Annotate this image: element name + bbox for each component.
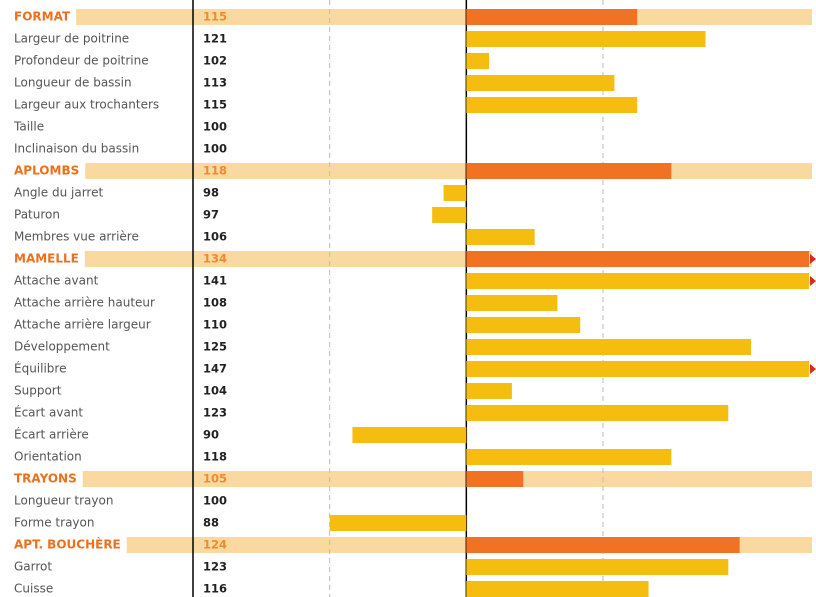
trait-value: 100 — [203, 494, 227, 508]
bar — [466, 229, 535, 245]
bar — [352, 427, 467, 443]
trait-label: Attache avant — [14, 274, 99, 288]
overflow-marker — [810, 254, 816, 264]
group-label: FORMAT — [14, 10, 71, 24]
trait-value: 97 — [203, 208, 219, 222]
trait-value: 100 — [203, 142, 227, 156]
group-label: TRAYONS — [14, 472, 77, 486]
trait-label: Support — [14, 384, 62, 398]
trait-label: Équilibre — [14, 361, 66, 376]
bar — [329, 515, 467, 531]
trait-value: 123 — [203, 406, 227, 420]
overflow-marker — [810, 276, 816, 286]
bar — [466, 163, 672, 179]
bar — [466, 449, 672, 465]
trait-label: Garrot — [14, 560, 52, 574]
group-label: APT. BOUCHÈRE — [14, 537, 121, 552]
trait-value: 121 — [203, 32, 227, 46]
trait-label: Profondeur de poitrine — [14, 54, 149, 68]
trait-label: Attache arrière largeur — [14, 318, 151, 332]
group-band — [85, 163, 812, 179]
trait-label: Attache arrière hauteur — [14, 296, 155, 310]
labels: FORMAT 115 Largeur de poitrine 121 Profondeu… — [13, 10, 816, 596]
trait-value: 108 — [203, 296, 227, 310]
trait-value: 147 — [203, 362, 227, 376]
trait-value: 98 — [203, 186, 219, 200]
bar — [466, 75, 615, 91]
trait-value: 100 — [203, 120, 227, 134]
trait-value: 116 — [203, 582, 227, 596]
group-value: 118 — [203, 164, 227, 178]
trait-label: Longueur de bassin — [14, 76, 132, 90]
group-value: 105 — [203, 472, 227, 486]
bar — [466, 31, 706, 47]
trait-value: 123 — [203, 560, 227, 574]
bar — [466, 317, 581, 333]
bar — [466, 97, 638, 113]
trait-label: Taille — [13, 120, 44, 134]
group-label: APLOMBS — [14, 164, 79, 178]
trait-label: Écart arrière — [14, 427, 89, 442]
bar — [466, 559, 729, 575]
group-band — [82, 471, 812, 487]
trait-value: 125 — [203, 340, 227, 354]
bar — [466, 471, 524, 487]
trait-value: 90 — [203, 428, 219, 442]
trait-value: 141 — [203, 274, 227, 288]
trait-value: 110 — [203, 318, 227, 332]
bar — [466, 361, 809, 377]
group-value: 124 — [203, 538, 227, 552]
trait-value: 113 — [203, 76, 227, 90]
trait-value: 106 — [203, 230, 227, 244]
bar — [466, 405, 729, 421]
trait-label: Inclinaison du bassin — [14, 142, 139, 156]
bars — [329, 9, 809, 597]
trait-label: Longueur trayon — [14, 494, 113, 508]
trait-value: 102 — [203, 54, 227, 68]
bar — [466, 383, 512, 399]
group-value: 115 — [203, 10, 227, 24]
bar — [466, 295, 558, 311]
trait-label: Orientation — [14, 450, 82, 464]
group-label: MAMELLE — [14, 252, 79, 266]
trait-label: Paturon — [14, 208, 60, 222]
trait-label: Largeur aux trochanters — [14, 98, 159, 112]
bar — [432, 207, 467, 223]
trait-label: Cuisse — [14, 582, 53, 596]
bar — [466, 339, 752, 355]
overflow-marker — [810, 364, 816, 374]
trait-label: Membres vue arrière — [14, 230, 139, 244]
bar — [466, 537, 740, 553]
trait-label: Forme trayon — [14, 516, 94, 530]
bar — [466, 273, 809, 289]
group-value: 134 — [203, 252, 227, 266]
bar — [466, 581, 649, 597]
trait-value: 88 — [203, 516, 219, 530]
trait-value: 104 — [203, 384, 227, 398]
trait-value: 118 — [203, 450, 227, 464]
trait-label: Développement — [14, 340, 110, 354]
bar — [443, 185, 467, 201]
trait-label: Écart avant — [14, 405, 83, 420]
bar — [466, 251, 809, 267]
bar — [466, 53, 490, 69]
trait-label: Angle du jarret — [14, 186, 103, 200]
trait-label: Largeur de poitrine — [14, 32, 129, 46]
bar — [466, 9, 638, 25]
trait-value: 115 — [203, 98, 227, 112]
group-band — [76, 9, 812, 25]
